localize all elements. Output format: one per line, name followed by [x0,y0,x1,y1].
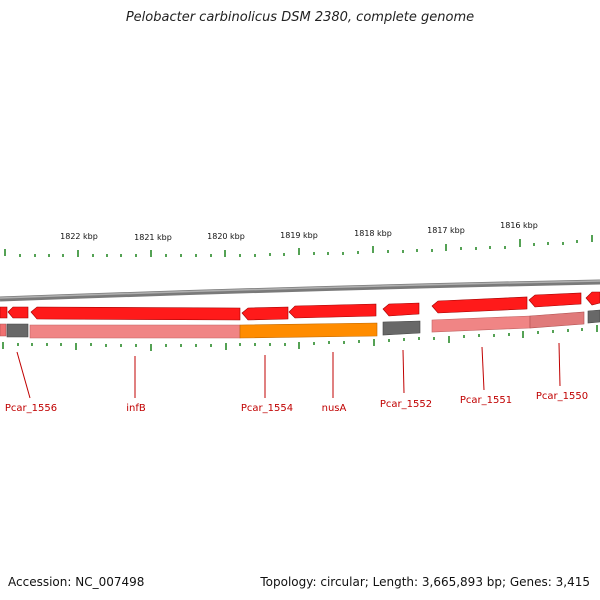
gene-label-infb[interactable]: infB [126,403,146,414]
label-leaders [16,342,561,399]
gene-arrow[interactable] [585,291,600,306]
gene-arrow[interactable] [0,306,8,319]
gene-label-pcar-1554[interactable]: Pcar_1554 [241,403,293,414]
gene-labels: Pcar_1556 infB Pcar_1554 nusA Pcar_1552 … [5,391,588,414]
gene-label-pcar-1552[interactable]: Pcar_1552 [380,399,432,410]
gene-arrow[interactable] [30,306,241,321]
backbone-outer [0,279,600,302]
gene-arrow[interactable] [528,292,582,308]
gene-block[interactable] [382,320,421,336]
gene-block[interactable] [29,324,241,339]
gene-label-pcar-1550[interactable]: Pcar_1550 [536,391,588,402]
accession-text: Accession: NC_007498 [8,575,145,589]
scale-label-1817: 1817 kbp [427,226,465,235]
gene-arrow[interactable] [431,296,528,314]
scale-label-1816: 1816 kbp [500,221,538,230]
gene-arrow[interactable] [7,306,29,319]
gene-arrow[interactable] [382,302,420,317]
forward-genes [0,291,600,321]
gene-block[interactable] [0,323,7,337]
lower-ticks [2,325,598,351]
scale-label-1819: 1819 kbp [280,231,318,240]
scale-label-1822: 1822 kbp [60,232,98,241]
reverse-genes [0,309,600,339]
gene-block[interactable] [6,323,29,338]
gene-label-pcar-1551[interactable]: Pcar_1551 [460,395,512,406]
upper-ticks [4,235,593,257]
map-title: Pelobacter carbinolicus DSM 2380, comple… [125,10,475,25]
scale-labels: 1822 kbp 1821 kbp 1820 kbp 1819 kbp 1818… [60,221,538,242]
gene-label-pcar-1556[interactable]: Pcar_1556 [5,403,57,414]
gene-block[interactable] [587,309,600,324]
gene-arrow[interactable] [288,303,377,319]
backbone-outer-highlight [0,280,600,299]
scale-label-1821: 1821 kbp [134,233,172,242]
genome-summary-text: Topology: circular; Length: 3,665,893 bp… [260,575,590,589]
gene-arrow[interactable] [241,306,289,321]
gene-block[interactable] [529,311,585,329]
gene-block-nusA[interactable] [239,322,378,339]
gene-block[interactable] [431,315,531,333]
gene-label-nusa[interactable]: nusA [322,403,347,414]
scale-label-1818: 1818 kbp [354,229,392,238]
scale-label-1820: 1820 kbp [207,232,245,241]
